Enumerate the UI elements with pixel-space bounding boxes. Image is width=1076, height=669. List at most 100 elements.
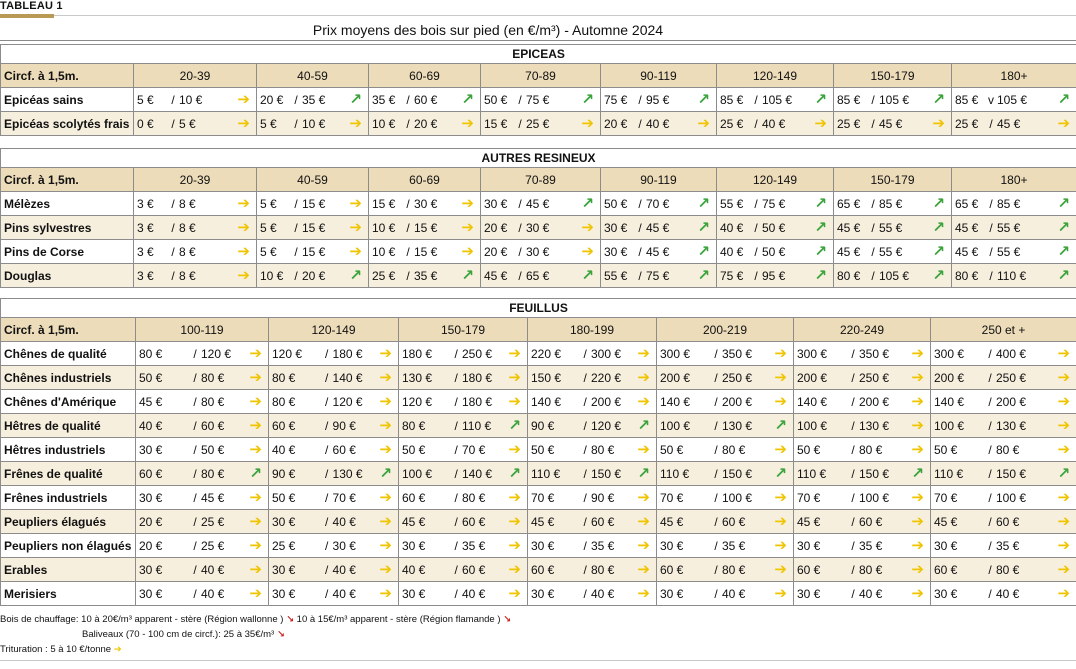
table-row: Epicéas sains 5 € / 10 € ➔ 20 € / 35 € ↗ 35 € / 60 … (0, 87, 1076, 112)
price-high: 10 € (179, 92, 203, 107)
price-cell: 45 € / 55 € ↗ (833, 239, 952, 264)
table-feuillus: FEUILLUS Circf. à 1,5m. 100-119 120-149 150-… (0, 298, 1076, 606)
price-separator: / (989, 220, 993, 235)
price-low: 200 € (934, 370, 965, 385)
price-low: 45 € (934, 514, 958, 529)
price-separator: / (294, 220, 298, 235)
price-separator: / (406, 268, 410, 283)
price-range: 30 €/40 € ➔ (795, 583, 930, 605)
price-range: 100 € /140 € ↗ (400, 463, 527, 485)
price-cell: 220 € /300 € ➔ (527, 341, 657, 366)
up-right-arrow-icon: ↗ (697, 91, 710, 108)
price-cell: 30 € / 35 € ➔ (656, 533, 794, 558)
price-high: 5 € (179, 116, 196, 131)
right-arrow-icon: ➔ (814, 115, 827, 132)
right-arrow-icon: ➔ (774, 585, 787, 602)
price-low: 100 € (660, 418, 691, 433)
price-high: 80 € (201, 370, 225, 385)
price-range: 30 €/40 € ➔ (270, 583, 398, 605)
price-high: 40 € (590, 586, 615, 601)
price-range: 70 € / 100 € ➔ (795, 487, 930, 509)
price-low: 25 € (372, 268, 396, 283)
price-cell: 300 € / 350 € ➔ (656, 341, 794, 366)
price-range: 70 € / 100 € ➔ (658, 487, 793, 509)
price-separator: / (851, 394, 855, 409)
price-range: 50 € / 80 € ➔ (658, 439, 793, 461)
price-low: 30 € (660, 586, 684, 601)
price-low: 40 € (720, 244, 744, 259)
price-low: 45 € (402, 514, 426, 529)
price-range: 60 € / 80 € ↗ (137, 463, 268, 485)
price-high: 60 € (201, 418, 225, 433)
footnotes: Bois de chauffage: 10 à 20€/m³ apparent … (0, 612, 511, 657)
price-cell: 15 € / 30 € ➔ (368, 191, 481, 216)
right-arrow-icon: ➔ (461, 195, 474, 212)
price-low: 65 € (955, 196, 979, 211)
price-high: 80 € (201, 394, 225, 409)
price-high: 40 € (762, 116, 786, 131)
price-high: 85 € (879, 196, 903, 211)
species-label: Hêtres de qualité (0, 413, 136, 438)
circumference-range: 40-59 (256, 167, 369, 192)
price-high: 10 € (302, 116, 326, 131)
species-label: Frênes de qualité (0, 461, 136, 486)
up-right-arrow-icon: ↗ (249, 465, 262, 482)
price-high: 130 € (332, 466, 363, 481)
price-range: 60 € / 80 € ➔ (932, 559, 1076, 581)
price-cell: 60 € /80 € ➔ (398, 485, 528, 510)
tag-underline (0, 14, 54, 18)
price-range: 120 € /180 € ➔ (270, 343, 398, 365)
price-separator: / (193, 514, 197, 529)
price-range: 45 € /60 € ➔ (529, 511, 656, 533)
price-range: 80 € / 105 € ↗ (835, 265, 951, 287)
circumference-range: 250 et + (929, 317, 1076, 342)
price-high: 35 € (722, 538, 746, 553)
price-range: 30 €/40 € ➔ (529, 583, 656, 605)
price-range: 5 € / 10 € ➔ (258, 113, 368, 135)
price-cell: 70 € / 100 € ➔ (793, 485, 931, 510)
price-range: 50 € / 80 € ➔ (795, 439, 930, 461)
price-high: 150 € (859, 466, 890, 481)
price-low: 80 € (272, 370, 296, 385)
right-arrow-icon: ➔ (911, 537, 924, 554)
section-header-row: FEUILLUS (0, 298, 1076, 318)
price-low: 30 € (272, 562, 296, 577)
price-cell: 45 €/60 € ➔ (398, 509, 528, 534)
price-low: 20 € (260, 92, 284, 107)
price-high: 75 € (762, 196, 786, 211)
price-cell: 45 €/60 € ➔ (793, 509, 931, 534)
right-arrow-icon: ➔ (637, 585, 650, 602)
price-separator: / (988, 586, 992, 601)
price-separator: / (193, 562, 197, 577)
price-cell: 45 € / 55 € ↗ (833, 215, 952, 240)
price-low: 130 € (402, 370, 433, 385)
price-cell: 3 € / 8 € ➔ (133, 215, 257, 240)
price-high: 8 € (179, 220, 196, 235)
price-range: 30 €/40 € ➔ (400, 583, 527, 605)
price-high: 180 € (461, 394, 493, 409)
right-arrow-icon: ➔ (581, 243, 594, 260)
price-low: 25 € (955, 116, 979, 131)
price-range: 100 € / 130 € ➔ (932, 415, 1076, 437)
table-row: Erables 30 €/40 € ➔ 30 €/40 € ➔ 40 €/60 € ➔ 60 … (0, 557, 1076, 582)
price-high: 40 € (722, 586, 746, 601)
price-separator: / (406, 92, 410, 107)
price-low: 110 € (797, 466, 827, 481)
price-high: 50 € (762, 244, 786, 259)
price-high: 350 € (722, 346, 753, 361)
price-separator: / (406, 244, 410, 259)
bottom-divider (0, 660, 1076, 661)
price-cell: 70 € /90 € ➔ (527, 485, 657, 510)
price-high: 40 € (332, 562, 356, 577)
price-low: 5 € (260, 116, 277, 131)
circumference-range: 180+ (950, 63, 1076, 88)
price-range: 40 € / 60 € ➔ (137, 415, 268, 437)
price-low: 20 € (484, 244, 508, 259)
price-separator: / (638, 92, 642, 107)
circumference-range: 20-39 (133, 63, 257, 88)
price-range: 200 € / 250 € ➔ (795, 367, 930, 389)
price-separator: / (871, 268, 875, 283)
circumference-range: 180+ (951, 167, 1076, 192)
price-high: 50 € (201, 442, 225, 457)
price-cell: 130 € /180 € ➔ (398, 365, 528, 390)
